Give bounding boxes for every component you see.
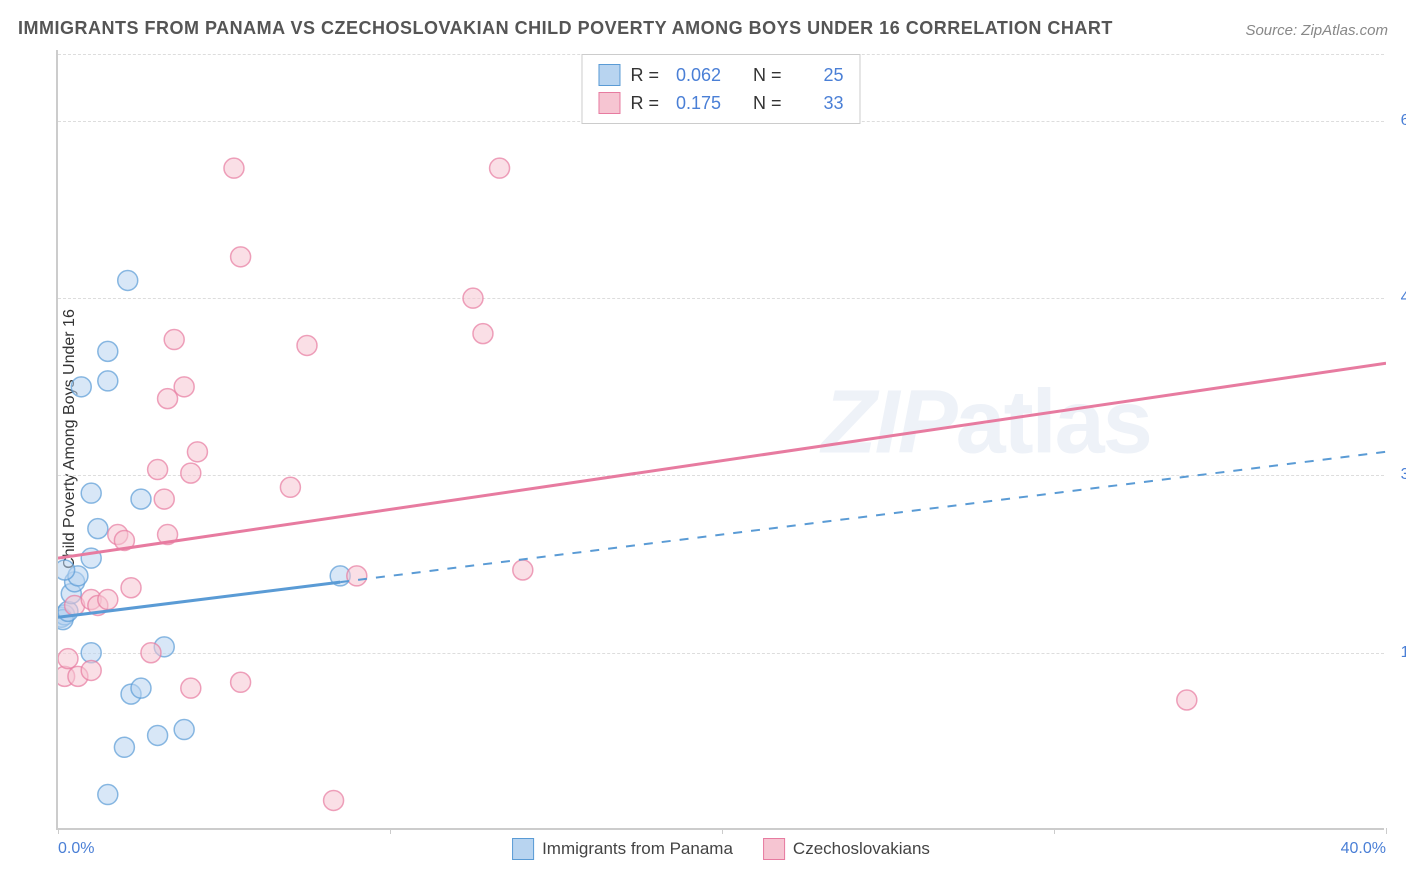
n-value-czech: 33 [792,93,844,114]
x-legend-label-czech: Czechoslovakians [793,839,930,859]
plot-area: Child Poverty Among Boys Under 16 ZIPatl… [56,50,1384,830]
source-attribution: Source: ZipAtlas.com [1245,22,1388,39]
swatch-czech [598,92,620,114]
y-tick-label: 15.0% [1401,644,1406,662]
r-label: R = [630,93,659,114]
x-tick-label: 40.0% [1341,840,1386,858]
x-legend-panama: Immigrants from Panama [512,838,733,860]
stats-legend-box: R = 0.062 N = 25 R = 0.175 N = 33 [581,54,860,124]
x-legend-czech: Czechoslovakians [763,838,930,860]
y-tick-label: 60.0% [1401,112,1406,130]
x-tick-label: 0.0% [58,840,94,858]
r-value-czech: 0.175 [669,93,721,114]
scatter-svg [58,50,1386,830]
n-label: N = [753,93,782,114]
x-axis-legend: Immigrants from Panama Czechoslovakians [512,838,930,860]
n-label: N = [753,65,782,86]
swatch-panama-icon [512,838,534,860]
stats-row-czech: R = 0.175 N = 33 [598,89,843,117]
r-label: R = [630,65,659,86]
y-tick-label: 45.0% [1401,289,1406,307]
y-tick-label: 30.0% [1401,466,1406,484]
swatch-czech-icon [763,838,785,860]
n-value-panama: 25 [792,65,844,86]
r-value-panama: 0.062 [669,65,721,86]
chart-title: IMMIGRANTS FROM PANAMA VS CZECHOSLOVAKIA… [18,18,1113,39]
swatch-panama [598,64,620,86]
x-legend-label-panama: Immigrants from Panama [542,839,733,859]
stats-row-panama: R = 0.062 N = 25 [598,61,843,89]
